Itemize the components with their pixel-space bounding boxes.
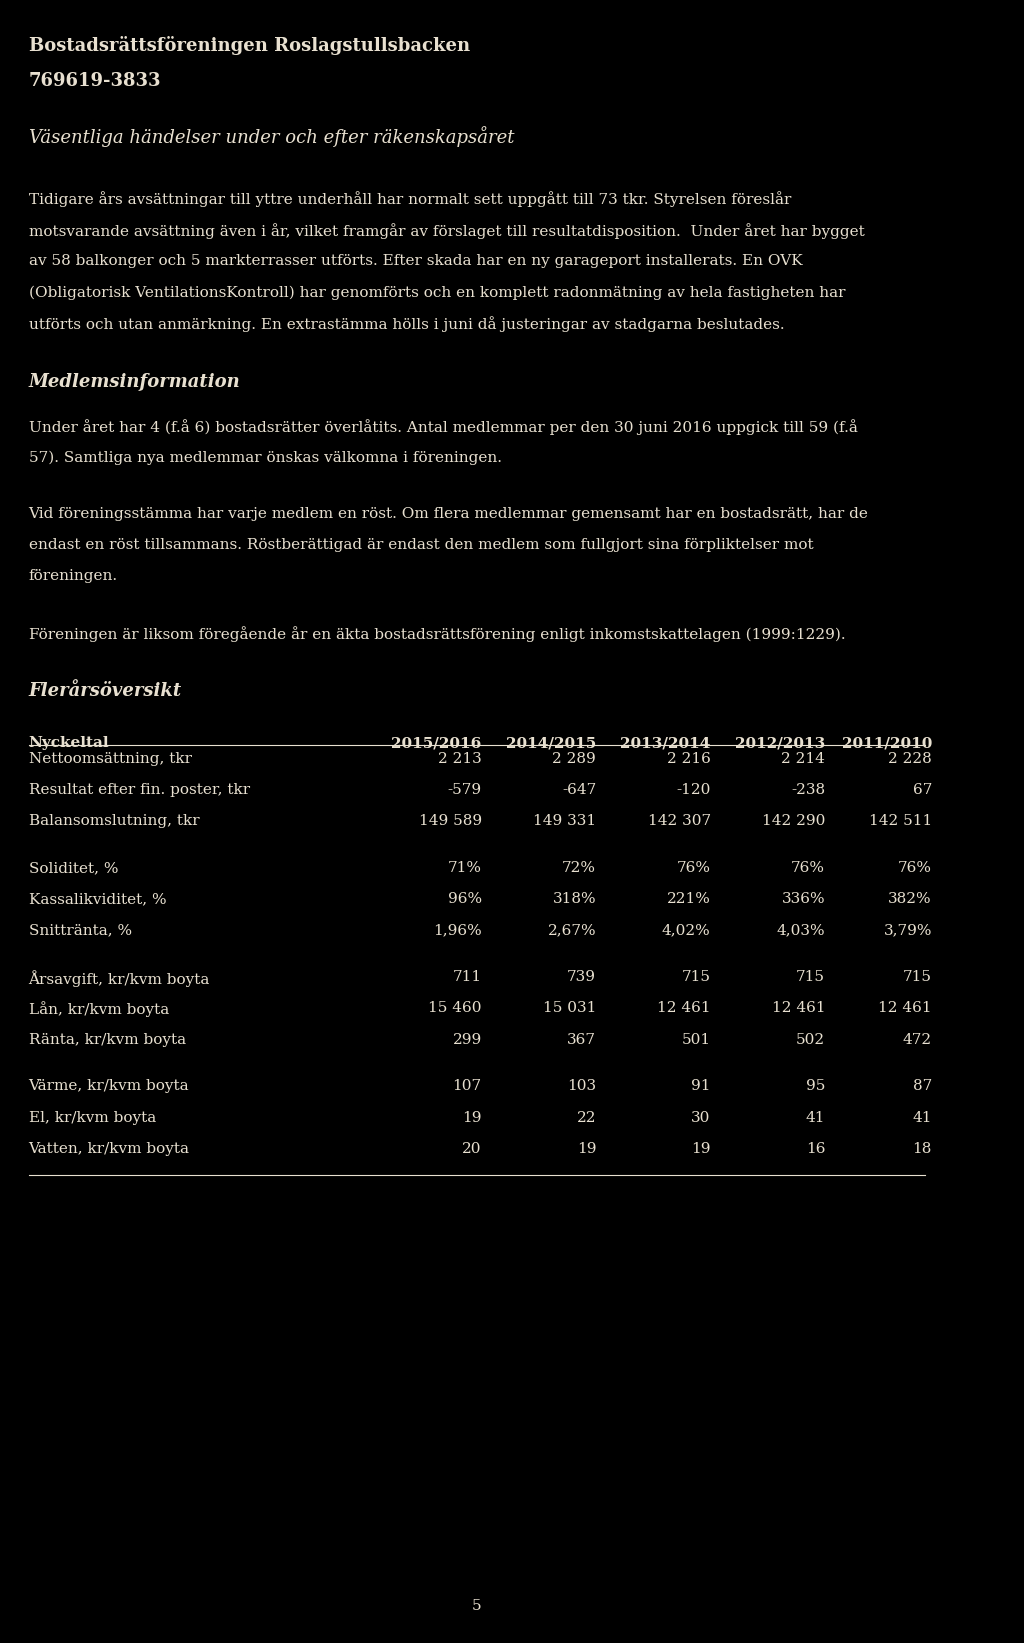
Text: 2015/2016: 2015/2016 [391, 736, 481, 751]
Text: 4,02%: 4,02% [662, 923, 711, 938]
Text: Snittränta, %: Snittränta, % [29, 923, 132, 938]
Text: Flerårsöversikt: Flerårsöversikt [29, 682, 182, 700]
Text: Medlemsinformation: Medlemsinformation [29, 373, 241, 391]
Text: 2014/2015: 2014/2015 [506, 736, 596, 751]
Text: 41: 41 [912, 1111, 932, 1125]
Text: 12 461: 12 461 [879, 1002, 932, 1015]
Text: Tidigare års avsättningar till yttre underhåll har normalt sett uppgått till 73 : Tidigare års avsättningar till yttre und… [29, 192, 791, 207]
Text: 91: 91 [691, 1079, 711, 1094]
Text: 2 289: 2 289 [553, 752, 596, 766]
Text: 2,67%: 2,67% [548, 923, 596, 938]
Text: 715: 715 [682, 971, 711, 984]
Text: Föreningen är liksom föregående år en äkta bostadsrättsförening enligt inkomstsk: Föreningen är liksom föregående år en äk… [29, 626, 845, 641]
Text: 103: 103 [567, 1079, 596, 1094]
Text: 221%: 221% [667, 892, 711, 907]
Text: 2 216: 2 216 [667, 752, 711, 766]
Text: Väsentliga händelser under och efter räkenskapsåret: Väsentliga händelser under och efter räk… [29, 127, 514, 148]
Text: motsvarande avsättning även i år, vilket framgår av förslaget till resultatdispo: motsvarande avsättning även i år, vilket… [29, 223, 864, 238]
Text: 142 290: 142 290 [762, 815, 825, 828]
Text: -579: -579 [447, 784, 481, 797]
Text: Kassalikviditet, %: Kassalikviditet, % [29, 892, 166, 907]
Text: 502: 502 [796, 1033, 825, 1047]
Text: 149 589: 149 589 [419, 815, 481, 828]
Text: 142 307: 142 307 [647, 815, 711, 828]
Text: endast en röst tillsammans. Röstberättigad är endast den medlem som fullgjort si: endast en röst tillsammans. Röstberättig… [29, 539, 813, 552]
Text: 87: 87 [912, 1079, 932, 1094]
Text: 67: 67 [912, 784, 932, 797]
Text: 71%: 71% [447, 861, 481, 876]
Text: -647: -647 [562, 784, 596, 797]
Text: 142 511: 142 511 [868, 815, 932, 828]
Text: Vatten, kr/kvm boyta: Vatten, kr/kvm boyta [29, 1142, 189, 1157]
Text: Resultat efter fin. poster, tkr: Resultat efter fin. poster, tkr [29, 784, 250, 797]
Text: 107: 107 [453, 1079, 481, 1094]
Text: Värme, kr/kvm boyta: Värme, kr/kvm boyta [29, 1079, 189, 1094]
Text: Nyckeltal: Nyckeltal [29, 736, 110, 751]
Text: 96%: 96% [447, 892, 481, 907]
Text: av 58 balkonger och 5 markterrasser utförts. Efter skada har en ny garageport in: av 58 balkonger och 5 markterrasser utfö… [29, 255, 802, 268]
Text: 3,79%: 3,79% [884, 923, 932, 938]
Text: 2 228: 2 228 [888, 752, 932, 766]
Text: Årsavgift, kr/kvm boyta: Årsavgift, kr/kvm boyta [29, 971, 210, 987]
Text: 12 461: 12 461 [771, 1002, 825, 1015]
Text: 41: 41 [806, 1111, 825, 1125]
Text: 2012/2013: 2012/2013 [735, 736, 825, 751]
Text: 1,96%: 1,96% [433, 923, 481, 938]
Text: Bostadsrättsföreningen Roslagstullsbacken: Bostadsrättsföreningen Roslagstullsbacke… [29, 36, 470, 56]
Text: 15 031: 15 031 [543, 1002, 596, 1015]
Text: 711: 711 [453, 971, 481, 984]
Text: 76%: 76% [792, 861, 825, 876]
Text: -120: -120 [676, 784, 711, 797]
Text: 4,03%: 4,03% [776, 923, 825, 938]
Text: utförts och utan anmärkning. En extrastämma hölls i juni då justeringar av stadg: utförts och utan anmärkning. En extrastä… [29, 317, 784, 332]
Text: Lån, kr/kvm boyta: Lån, kr/kvm boyta [29, 1002, 169, 1017]
Text: 20: 20 [462, 1142, 481, 1157]
Text: 299: 299 [453, 1033, 481, 1047]
Text: 472: 472 [903, 1033, 932, 1047]
Text: 57). Samtliga nya medlemmar önskas välkomna i föreningen.: 57). Samtliga nya medlemmar önskas välko… [29, 450, 502, 465]
Text: 715: 715 [796, 971, 825, 984]
Text: 76%: 76% [677, 861, 711, 876]
Text: 501: 501 [682, 1033, 711, 1047]
Text: -238: -238 [791, 784, 825, 797]
Text: 2013/2014: 2013/2014 [621, 736, 711, 751]
Text: (Obligatorisk VentilationsKontroll) har genomförts och en komplett radonmätning : (Obligatorisk VentilationsKontroll) har … [29, 286, 845, 299]
Text: Nettoomsättning, tkr: Nettoomsättning, tkr [29, 752, 191, 766]
Text: 12 461: 12 461 [657, 1002, 711, 1015]
Text: 22: 22 [577, 1111, 596, 1125]
Text: Balansomslutning, tkr: Balansomslutning, tkr [29, 815, 200, 828]
Text: Soliditet, %: Soliditet, % [29, 861, 118, 876]
Text: Vid föreningsstämma har varje medlem en röst. Om flera medlemmar gemensamt har e: Vid föreningsstämma har varje medlem en … [29, 508, 868, 521]
Text: 95: 95 [806, 1079, 825, 1094]
Text: 2 213: 2 213 [438, 752, 481, 766]
Text: 382%: 382% [889, 892, 932, 907]
Text: 149 331: 149 331 [534, 815, 596, 828]
Text: 16: 16 [806, 1142, 825, 1157]
Text: 769619-3833: 769619-3833 [29, 72, 161, 90]
Text: föreningen.: föreningen. [29, 570, 118, 583]
Text: 30: 30 [691, 1111, 711, 1125]
Text: 2011/2010: 2011/2010 [842, 736, 932, 751]
Text: 19: 19 [462, 1111, 481, 1125]
Text: 318%: 318% [553, 892, 596, 907]
Text: 367: 367 [567, 1033, 596, 1047]
Text: 72%: 72% [562, 861, 596, 876]
Text: Ränta, kr/kvm boyta: Ränta, kr/kvm boyta [29, 1033, 185, 1047]
Text: 76%: 76% [898, 861, 932, 876]
Text: 2 214: 2 214 [781, 752, 825, 766]
Text: 15 460: 15 460 [428, 1002, 481, 1015]
Text: 715: 715 [903, 971, 932, 984]
Text: 336%: 336% [781, 892, 825, 907]
Text: El, kr/kvm boyta: El, kr/kvm boyta [29, 1111, 156, 1125]
Text: 19: 19 [577, 1142, 596, 1157]
Text: 19: 19 [691, 1142, 711, 1157]
Text: 739: 739 [567, 971, 596, 984]
Text: 18: 18 [912, 1142, 932, 1157]
Text: Under året har 4 (f.å 6) bostadsrätter överlåtits. Antal medlemmar per den 30 ju: Under året har 4 (f.å 6) bostadsrätter ö… [29, 419, 857, 435]
Text: 5: 5 [472, 1599, 481, 1613]
